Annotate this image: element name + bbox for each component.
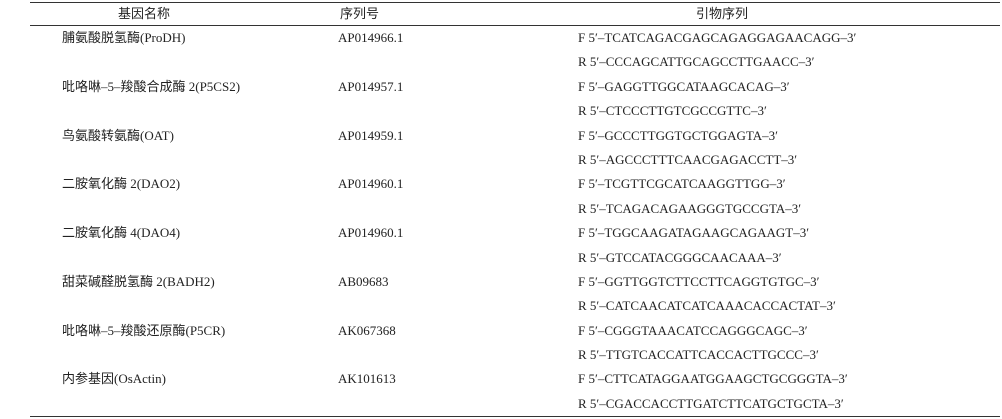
primer: R 5′–AGCCCTTTCAACGAGACCTT–3′: [578, 151, 798, 167]
accession: AP014966.1: [338, 30, 404, 45]
table-row: 吡咯啉–5–羧酸还原酶(P5CR) AK067368 F 5′–CGGGTAAACA…: [30, 319, 1000, 343]
primer: F 5′–CTTCATAGGAATGGAAGCTGCGGGTA–3′: [578, 371, 848, 387]
accession: AK067368: [338, 322, 396, 338]
gene-name: 脯氨酸脱氢酶(ProDH): [62, 30, 186, 45]
table-row: 吡咯啉–5–羧酸合成酶 2(P5CS2) AP014957.1 F 5′–GAGGT…: [30, 75, 1000, 99]
primer: R 5′–GTCCATACGGGCAACAAA–3′: [578, 249, 782, 265]
gene-name: 吡咯啉–5–羧酸还原酶(P5CR): [62, 322, 226, 338]
header-cell: 基因名称: [118, 6, 171, 21]
table-row: 内参基因(OsActin) AK101613 F 5′–CTTCATAGGAATGG…: [30, 367, 1000, 391]
primer: R 5′–TTGTCACCATTCACCACTTGCCC–3′: [578, 347, 819, 363]
header-cell: 序列号: [340, 6, 380, 21]
primer: F 5′–TGGCAAGATAGAAGCAGAAGT–3′: [578, 225, 810, 241]
primer: R 5′–CATCAACATCATCAAACACCACTAT–3′: [578, 298, 836, 314]
table-row: R 5′–CTCCCTTGTCGCCGTTC–3′: [30, 99, 1000, 123]
table-row: R 5′–TTGTCACCATTCACCACTTGCCC–3′: [30, 343, 1000, 367]
table-row: R 5′–CATCAACATCATCAAACACCACTAT–3′: [30, 294, 1000, 318]
primer: F 5′–CGGGTAAACATCCAGGGCAGC–3′: [578, 322, 808, 338]
primer: R 5′–CGACCACCTTGATCTTCATGCTGCTA–3′: [578, 395, 844, 411]
gene-name: 吡咯啉–5–羧酸合成酶 2(P5CS2): [62, 78, 241, 94]
gene-name: 二胺氧化酶 4(DAO4): [62, 225, 181, 241]
table-row: 鸟氨酸转氨酶(OAT) AP014959.1 F 5′–GCCCTTGGTGCTGG…: [30, 124, 1000, 148]
table-row: 甜菜碱醛脱氢酶 2(BADH2) AB09683 F 5′–GGTTGGTCTTCC…: [30, 270, 1000, 294]
gene-name: 甜菜碱醛脱氢酶 2(BADH2): [62, 273, 215, 289]
gene-name: 鸟氨酸转氨酶(OAT): [62, 127, 174, 143]
accession: AB09683: [338, 273, 389, 289]
gene-name: 内参基因(OsActin): [62, 371, 166, 387]
table-row: 二胺氧化酶 4(DAO4) AP014960.1 F 5′–TGGCAAGATAGA…: [30, 221, 1000, 245]
table-row: R 5′–GTCCATACGGGCAACAAA–3′: [30, 246, 1000, 270]
table-row: R 5′–TCAGACAGAAGGGTGCCGTA–3′: [30, 197, 1000, 221]
primer: R 5′–TCAGACAGAAGGGTGCCGTA–3′: [578, 200, 802, 216]
accession: AP014959.1: [338, 127, 404, 143]
table-row: 二胺氧化酶 2(DAO2) AP014960.1 F 5′–TCGTTCGCATCA…: [30, 172, 1000, 196]
header-cell: 引物序列: [696, 6, 749, 21]
table-row: R 5′–CCCAGCATTGCAGCCTTGAACC–3′: [30, 50, 1000, 74]
table-row: R 5′–AGCCCTTTCAACGAGACCTT–3′: [30, 148, 1000, 172]
accession: AP014960.1: [338, 225, 404, 241]
table: 基因名称 序列号 引物序列脯氨酸脱氢酶(ProDH) AP014966.1 F 5′–T…: [30, 2, 1000, 418]
primer: F 5′–TCGTTCGCATCAAGGTTGG–3′: [578, 176, 786, 192]
table-row: 脯氨酸脱氢酶(ProDH) AP014966.1 F 5′–TCATCAGACGAG…: [30, 26, 1000, 50]
accession: AP014960.1: [338, 176, 404, 192]
primer: F 5′–GCCCTTGGTGCTGGAGTA–3′: [578, 127, 779, 143]
primer: F 5′–GAGGTTGGCATAAGCACAG–3′: [578, 78, 790, 94]
primer: R 5′–CTCCCTTGTCGCCGTTC–3′: [578, 103, 767, 119]
header-row: 基因名称 序列号 引物序列: [30, 3, 1000, 26]
primer: F 5′–TCATCAGACGAGCAGAGGAGAACAGG–3′: [578, 30, 857, 45]
accession: AP014957.1: [338, 78, 404, 94]
primer: R 5′–CCCAGCATTGCAGCCTTGAACC–3′: [578, 54, 815, 70]
accession: AK101613: [338, 371, 396, 387]
gene-name: 二胺氧化酶 2(DAO2): [62, 176, 181, 192]
primer: F 5′–GGTTGGTCTTCCTTCAGGTGTGC–3′: [578, 273, 820, 289]
table-row: R 5′–CGACCACCTTGATCTTCATGCTGCTA–3′: [30, 392, 1000, 416]
